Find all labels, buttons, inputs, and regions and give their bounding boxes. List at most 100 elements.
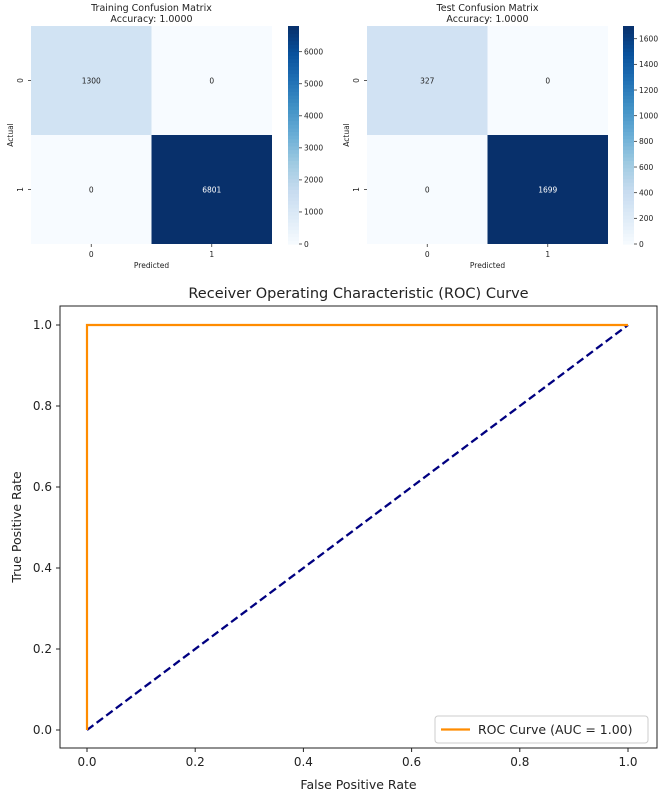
colorbar-segment [288, 116, 299, 122]
colorbar-segment [623, 65, 634, 71]
x-tick-label: 0 [89, 250, 94, 259]
colorbar-segment [288, 218, 299, 223]
colorbar-segment [288, 124, 299, 129]
colorbar-segment [623, 233, 634, 238]
roc-curve-line [85, 323, 628, 730]
colorbar-segment [288, 182, 299, 187]
colorbar-segment [623, 218, 634, 223]
colorbar-segment [623, 145, 634, 151]
colorbar-segment [623, 47, 634, 53]
colorbar-segment [288, 73, 299, 78]
y-axis-label: Actual [342, 123, 351, 147]
colorbar-segment [623, 193, 634, 198]
colorbar-segment [288, 69, 299, 74]
colorbar-segment [288, 145, 299, 151]
colorbar-segment [288, 178, 299, 183]
colorbar-segment [288, 222, 299, 227]
colorbar-segment [623, 171, 634, 176]
colorbar-segment [288, 233, 299, 238]
colorbar-segment [623, 113, 634, 118]
colorbar-tick-label: 1200 [639, 86, 658, 95]
x-tick-label: 0.2 [186, 755, 205, 769]
colorbar-segment [623, 116, 634, 122]
colorbar-segment [623, 131, 634, 136]
colorbar-tick-label: 200 [639, 214, 654, 223]
cm-subtitle: Accuracy: 1.0000 [110, 14, 192, 25]
colorbar-segment [623, 138, 634, 143]
colorbar-segment [288, 142, 299, 147]
colorbar-segment [288, 174, 299, 180]
colorbar-tick-label: 3000 [304, 144, 323, 153]
colorbar-segment [623, 207, 634, 212]
x-axis-label: Predicted [470, 261, 505, 270]
colorbar-segment [623, 222, 634, 227]
colorbar-segment [288, 153, 299, 158]
colorbar-segment [288, 135, 299, 140]
colorbar-segment [288, 171, 299, 176]
heatmap-cell [31, 135, 152, 244]
colorbar-segment [288, 131, 299, 136]
colorbar-segment [623, 240, 634, 245]
colorbar-tick-label: 6000 [304, 47, 323, 56]
colorbar-segment [288, 84, 299, 89]
colorbar-segment [623, 91, 634, 96]
colorbar-tick-label: 0 [304, 240, 309, 249]
heatmap-cell [151, 135, 272, 244]
legend: ROC Curve (AUC = 1.00) [434, 715, 649, 744]
colorbar-segment [623, 182, 634, 187]
colorbar-segment [623, 98, 634, 103]
colorbar-segment [623, 153, 634, 158]
colorbar-segment [623, 135, 634, 140]
y-tick-label: 0.8 [33, 399, 52, 413]
colorbar-segment [623, 124, 634, 129]
colorbar-segment [288, 200, 299, 205]
colorbar-segment [288, 105, 299, 111]
colorbar-segment [288, 87, 299, 92]
colorbar-segment [623, 229, 634, 234]
roc-curve-chart: Receiver Operating Characteristic (ROC) … [9, 286, 658, 792]
y-axis-label: Actual [6, 123, 15, 147]
colorbar-segment [623, 51, 634, 56]
cell-value-label: 0 [425, 186, 430, 195]
colorbar-segment [623, 95, 634, 100]
legend-label: ROC Curve (AUC = 1.00) [478, 722, 633, 737]
y-tick-label: 0 [352, 78, 361, 83]
colorbar-segment [623, 29, 634, 34]
colorbar-segment [288, 113, 299, 118]
colorbar-segment [288, 36, 299, 42]
y-tick-label: 0.4 [33, 561, 52, 575]
colorbar-segment [288, 185, 299, 191]
heatmap-cell [367, 26, 488, 135]
colorbar-segment [288, 164, 299, 169]
colorbar-segment [288, 58, 299, 63]
colorbar-segment [288, 211, 299, 216]
y-tick-label: 1 [16, 187, 25, 192]
x-tick-label: 1 [545, 250, 550, 259]
colorbar-segment [623, 225, 634, 231]
colorbar-segment [623, 44, 634, 49]
colorbar-segment [623, 189, 634, 194]
colorbar-segment [288, 109, 299, 114]
colorbar-segment [288, 26, 299, 31]
colorbar-segment [623, 58, 634, 63]
plot-area-frame [59, 305, 658, 749]
colorbar-segment [623, 120, 634, 125]
heatmap-cell [31, 26, 152, 135]
colorbar-segment [623, 196, 634, 201]
colorbar-segment [288, 102, 299, 107]
colorbar-segment [623, 102, 634, 107]
colorbar-segment [623, 214, 634, 220]
colorbar-segment [623, 236, 634, 241]
heatmap-cell [487, 135, 608, 244]
colorbar-tick-label: 800 [639, 137, 654, 146]
colorbar-segment [288, 65, 299, 71]
colorbar-segment [288, 207, 299, 212]
cm-title: Test Confusion Matrix [436, 3, 539, 14]
cell-value-label: 1699 [538, 186, 557, 195]
colorbar-segment [623, 204, 634, 209]
colorbar-tick-label: 5000 [304, 80, 323, 89]
colorbar-segment [623, 76, 634, 82]
